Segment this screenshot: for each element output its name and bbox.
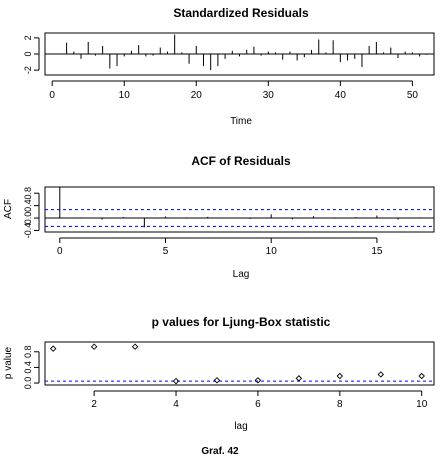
p-value-point xyxy=(131,343,139,350)
y-tick-label: 0.8 xyxy=(23,187,33,200)
panel3-y-axis: 0.0 0.4 0.8 xyxy=(23,346,40,390)
y-tick-label: 0.0 xyxy=(23,377,33,390)
panel1-x-axis: 0 10 20 30 40 50 xyxy=(49,80,419,101)
x-tick-label: 5 xyxy=(163,246,169,257)
x-tick-label: 2 xyxy=(91,399,97,410)
panel3-y-label: p value xyxy=(3,346,14,379)
panel3-title: p values for Ljung-Box statistic xyxy=(152,315,331,329)
p-value-point xyxy=(336,372,344,380)
panel1-y-axis: -2 0 2 xyxy=(23,35,40,74)
p-value-point xyxy=(295,375,303,382)
x-tick-label: 6 xyxy=(255,399,261,410)
p-value-point xyxy=(172,377,180,385)
y-tick-label: -0.4 xyxy=(23,223,33,239)
x-tick-label: 0 xyxy=(49,90,55,101)
x-tick-label: 8 xyxy=(337,399,343,410)
x-tick-label: 15 xyxy=(371,246,383,257)
p-value-point xyxy=(418,372,425,380)
panel2-y-axis: -0.40.00.40.8 xyxy=(23,187,40,239)
figure-caption: Graf. 42 xyxy=(201,446,239,457)
panel3-x-label: lag xyxy=(234,421,247,432)
p-value-point xyxy=(90,343,98,350)
x-tick-label: 4 xyxy=(173,399,179,410)
x-tick-label: 50 xyxy=(407,90,419,101)
x-tick-label: 10 xyxy=(119,90,131,101)
panel1-title: Standardized Residuals xyxy=(173,6,309,20)
panel2-x-label: Lag xyxy=(233,269,250,280)
panel3-plot-frame xyxy=(44,341,435,386)
panel2-bars xyxy=(59,187,420,228)
panel2-title: ACF of Residuals xyxy=(191,154,291,168)
standardized-residuals-panel: Standardized Residuals 0 10 20 30 40 50 -202 … xyxy=(23,6,435,127)
y-tick-label: 0 xyxy=(23,51,33,56)
p-value-point xyxy=(377,371,385,378)
p-value-point xyxy=(49,345,57,352)
panel2-x-axis: 0 5 10 15 xyxy=(57,237,383,257)
x-tick-label: 20 xyxy=(191,90,203,101)
acf-panel: ACF of Residuals 0 5 10 15 -0.40.00.40.8 La… xyxy=(3,154,435,280)
y-tick-label: 0.0 xyxy=(23,212,33,225)
x-tick-label: 10 xyxy=(416,399,428,410)
panel3-x-axis: 2 4 6 8 10 xyxy=(91,390,428,410)
ljung-box-panel: p values for Ljung-Box statistic 2 4 6 8 10 … xyxy=(3,315,435,432)
p-value-point xyxy=(254,377,262,384)
x-tick-label: 30 xyxy=(263,90,275,101)
x-tick-label: 10 xyxy=(266,246,278,257)
x-tick-label: 0 xyxy=(57,246,63,257)
p-value-point xyxy=(213,377,221,384)
y-tick-label: 0.8 xyxy=(23,346,33,359)
y-tick-label: 0.4 xyxy=(23,199,33,212)
y-tick-label: 0.4 xyxy=(23,361,33,374)
y-tick-label: 2 xyxy=(23,35,33,40)
panel2-y-label: ACF xyxy=(3,199,14,219)
x-tick-label: 40 xyxy=(335,90,347,101)
y-tick-label: -2 xyxy=(23,66,33,74)
panel1-x-label: Time xyxy=(230,116,252,127)
panel3-points xyxy=(49,343,425,385)
panel1-bars xyxy=(45,34,434,71)
